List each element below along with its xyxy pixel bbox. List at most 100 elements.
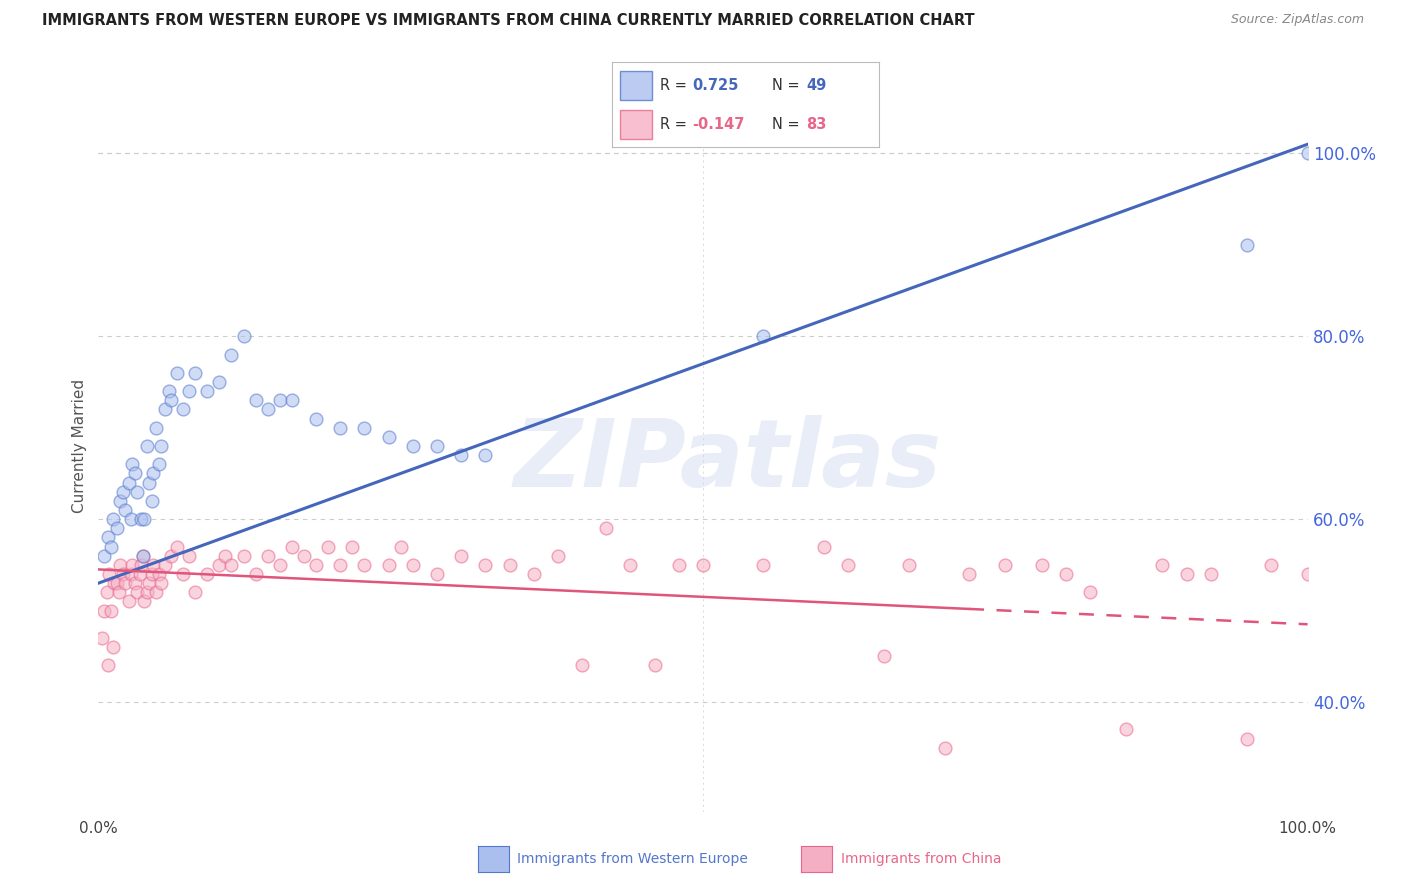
Point	[256, 549, 278, 563]
Point	[208, 375, 231, 389]
Point	[129, 512, 152, 526]
Text: 0.725: 0.725	[692, 78, 738, 93]
Point	[138, 475, 160, 490]
Point	[214, 549, 236, 563]
Point	[148, 458, 170, 472]
Point	[141, 567, 163, 582]
Point	[994, 558, 1017, 572]
Point	[474, 448, 496, 462]
Point	[292, 549, 315, 563]
Point	[1175, 567, 1198, 582]
Point	[153, 558, 176, 572]
Point	[141, 494, 163, 508]
Point	[668, 558, 690, 572]
Point	[118, 475, 141, 490]
Point	[547, 549, 569, 563]
Point	[474, 558, 496, 572]
Point	[132, 549, 155, 563]
Point	[166, 540, 188, 554]
Point	[195, 384, 218, 399]
Text: R =: R =	[659, 117, 686, 132]
Point	[127, 484, 149, 499]
Point	[103, 576, 125, 591]
Point	[426, 439, 449, 453]
Point	[114, 503, 136, 517]
Point	[153, 402, 176, 417]
Text: -0.147: -0.147	[692, 117, 744, 132]
Point	[269, 393, 291, 408]
Point	[1031, 558, 1053, 572]
Point	[150, 576, 173, 591]
Point	[305, 411, 328, 425]
Point	[523, 567, 546, 582]
FancyBboxPatch shape	[620, 71, 652, 100]
Point	[108, 558, 131, 572]
Point	[96, 585, 118, 599]
Point	[377, 430, 399, 444]
Point	[426, 567, 449, 582]
Point	[105, 521, 128, 535]
Point	[111, 484, 134, 499]
Point	[1236, 731, 1258, 746]
Point	[450, 448, 472, 462]
Point	[873, 649, 896, 664]
Point	[305, 558, 328, 572]
Point	[128, 567, 150, 582]
Point	[93, 549, 115, 563]
Point	[281, 540, 304, 554]
Point	[179, 549, 201, 563]
Point	[121, 558, 143, 572]
Point	[142, 558, 165, 572]
Point	[145, 585, 167, 599]
Point	[245, 393, 267, 408]
Point	[120, 567, 142, 582]
Text: Immigrants from Western Europe: Immigrants from Western Europe	[517, 852, 748, 866]
Point	[342, 540, 364, 554]
Point	[1260, 558, 1282, 572]
Point	[145, 421, 167, 435]
Point	[127, 585, 149, 599]
Point	[134, 594, 156, 608]
Point	[450, 549, 472, 563]
Text: N =: N =	[772, 117, 800, 132]
Y-axis label: Currently Married: Currently Married	[72, 379, 87, 513]
Point	[1296, 146, 1319, 161]
Point	[166, 366, 188, 380]
Point	[100, 540, 122, 554]
Point	[813, 540, 835, 554]
Point	[329, 421, 352, 435]
Point	[644, 658, 666, 673]
Point	[111, 567, 134, 582]
Point	[100, 604, 122, 618]
Point	[402, 439, 425, 453]
Point	[160, 549, 183, 563]
Point	[132, 549, 155, 563]
Point	[1078, 585, 1101, 599]
FancyBboxPatch shape	[620, 110, 652, 139]
Text: Source: ZipAtlas.com: Source: ZipAtlas.com	[1230, 13, 1364, 27]
Point	[377, 558, 399, 572]
Point	[1152, 558, 1174, 572]
Point	[98, 567, 121, 582]
Point	[208, 558, 231, 572]
Point	[160, 393, 183, 408]
Point	[91, 631, 114, 645]
Point	[97, 658, 120, 673]
Point	[179, 384, 201, 399]
Point	[389, 540, 412, 554]
Point	[619, 558, 641, 572]
Point	[571, 658, 593, 673]
Point	[1115, 723, 1137, 737]
Point	[692, 558, 714, 572]
Text: ZIPatlas: ZIPatlas	[513, 415, 941, 507]
Point	[232, 329, 254, 343]
Point	[150, 439, 173, 453]
Point	[124, 467, 146, 481]
Point	[752, 329, 775, 343]
Point	[172, 402, 194, 417]
Point	[232, 549, 254, 563]
Point	[595, 521, 617, 535]
Point	[97, 530, 120, 544]
Point	[1296, 567, 1319, 582]
Point	[124, 576, 146, 591]
